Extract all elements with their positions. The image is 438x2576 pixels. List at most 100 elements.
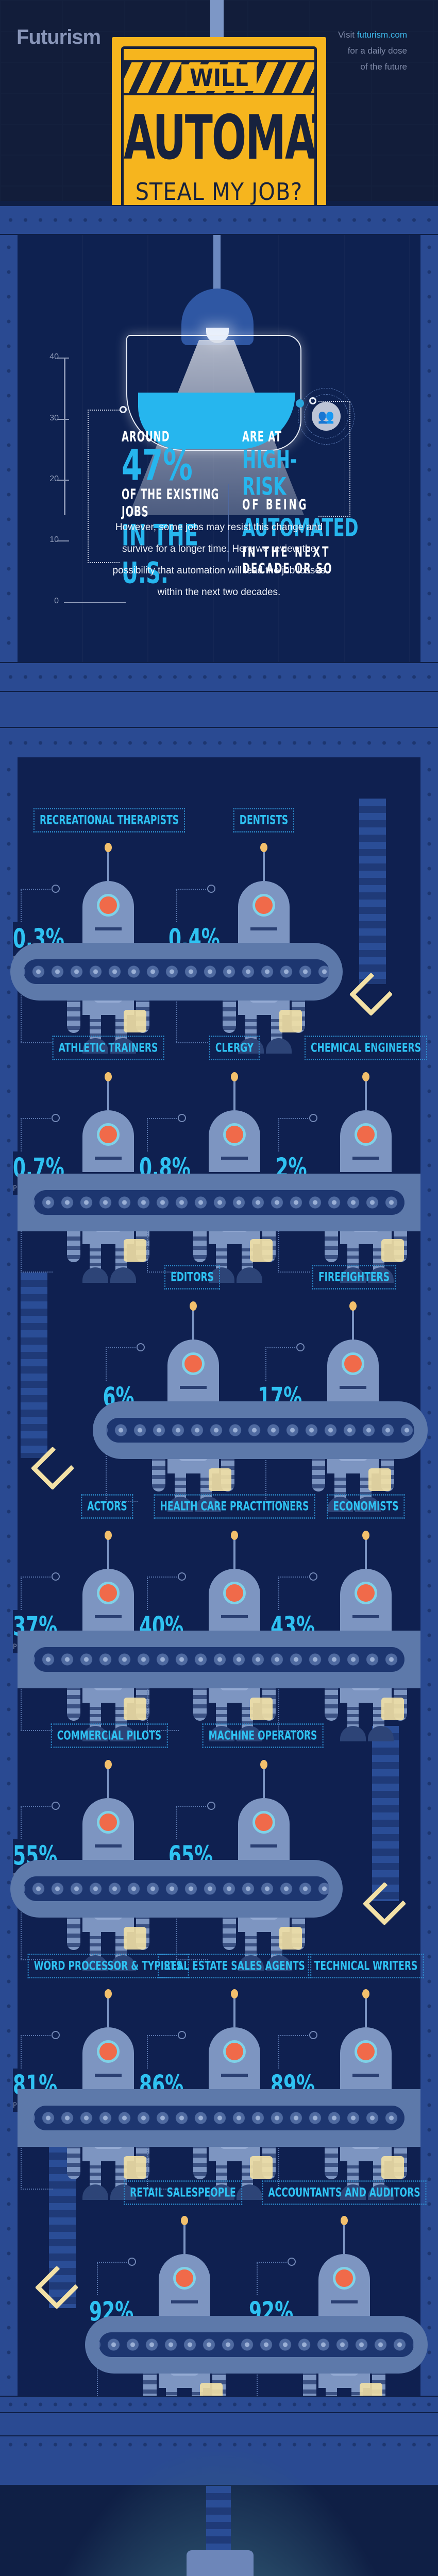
marker-ring — [52, 1802, 60, 1810]
conveyor-belt — [85, 2316, 428, 2374]
steel-column-left — [0, 757, 18, 2398]
axis-label: 30 — [49, 414, 59, 422]
pilot-cap-icon — [124, 1927, 146, 1950]
stat-decade: DECADE OR SO — [242, 560, 333, 577]
gear-icon — [279, 1927, 302, 1950]
marker-ring — [137, 1343, 145, 1351]
job-title: MACHINE OPERATORS — [202, 1723, 324, 1748]
chart-axis — [64, 358, 65, 515]
us-map-outline — [126, 335, 301, 451]
marker-ring — [309, 397, 316, 404]
nozzle-pipe — [206, 2486, 231, 2553]
marker-ring — [296, 1343, 305, 1351]
spray-nozzle-icon — [187, 2550, 254, 2576]
robot-eye — [333, 2267, 356, 2290]
axis-label: 0 — [54, 597, 59, 605]
robot-eye — [355, 1123, 377, 1146]
conveyor-belt — [18, 1174, 420, 1231]
job-title: COMMERCIAL PILOTS — [50, 1723, 168, 1748]
robot-eye — [97, 2040, 120, 2063]
axis-tick — [57, 480, 69, 481]
soccer-ball-icon — [124, 1239, 146, 1262]
stat-pre: ARE AT — [242, 428, 282, 445]
tv-play-icon — [124, 1010, 146, 1032]
cross-necklace-icon — [250, 1239, 273, 1262]
job-title: ACTORS — [81, 1494, 133, 1519]
job-title: FIREFIGHTERS — [312, 1265, 396, 1290]
title-sign-frame: WILL AUTOMATION STEAL MY JOB? — [121, 46, 317, 228]
title-sign: WILL AUTOMATION STEAL MY JOB? — [112, 37, 326, 237]
dental-mirror-icon — [279, 1010, 302, 1032]
axis-tick — [57, 540, 69, 541]
lamp-cord — [213, 235, 221, 292]
job-title: REAL ESTATE SALES AGENTS — [158, 1954, 311, 1978]
stat-desc: OF THE EXISTING JOBS — [122, 485, 220, 520]
steel-column-right — [420, 757, 438, 2398]
conveyor-belt — [10, 1860, 343, 1918]
marker-ring — [309, 1114, 317, 1122]
marker-ring — [178, 2031, 186, 2039]
futurism-link[interactable]: futurism.com — [357, 30, 407, 40]
visit-prefix: Visit — [338, 30, 355, 40]
marker-ring — [288, 2258, 296, 2266]
stat-next: IN THE NEXT — [242, 543, 331, 561]
robot-eye — [223, 1582, 246, 1604]
stat-automated-text: AUTOMATED — [242, 514, 359, 542]
printer-icon — [124, 2156, 146, 2179]
futurism-logo[interactable]: Futurism — [16, 26, 101, 48]
chart-board-icon — [381, 1698, 404, 1720]
axis-label: 20 — [49, 474, 59, 483]
robot-eye — [97, 1582, 120, 1604]
job-title: EDITORS — [164, 1265, 220, 1290]
nurse-cap-icon — [250, 1698, 273, 1720]
job-title: TECHNICAL WRITERS — [308, 1954, 424, 1978]
marker-ring — [309, 2031, 317, 2039]
crane-pipe — [372, 1726, 399, 1901]
stat-divider — [228, 484, 229, 562]
job-title: CHEMICAL ENGINEERS — [304, 1036, 428, 1060]
conveyor-belt — [93, 1401, 428, 1459]
marker-ring — [178, 1572, 186, 1581]
marker-ring — [120, 406, 127, 413]
us-map-47-fill — [138, 393, 295, 449]
robot-eye — [355, 2040, 377, 2063]
marker-ring — [52, 1572, 60, 1581]
newspaper-icon — [209, 1468, 231, 1491]
marker-ring — [52, 2031, 60, 2039]
orbit-dot — [296, 399, 304, 408]
visit-line-3: of the future — [360, 62, 407, 72]
visit-note: Visit futurism.com for a daily dose of t… — [338, 27, 407, 75]
job-title: ACCOUNTANTS AND AUDITORS — [262, 2180, 427, 2205]
flask-icon — [381, 1239, 404, 1262]
marker-ring — [309, 1572, 317, 1581]
marker-ring — [128, 2258, 136, 2266]
marker-ring — [52, 885, 60, 893]
house-icon — [250, 2156, 273, 2179]
stat-pre: AROUND — [122, 428, 170, 445]
job-title: DENTISTS — [233, 808, 295, 833]
pencil-icon — [381, 2156, 404, 2179]
fire-extinguisher-icon — [368, 1468, 391, 1491]
crane-pipe — [359, 799, 386, 984]
crane-pipe — [21, 1273, 47, 1458]
intro-paragraph: However, some jobs may resist this chang… — [112, 522, 326, 598]
connector-line-left — [88, 410, 120, 563]
axis-label: 40 — [49, 352, 59, 361]
robot-eye — [97, 1123, 120, 1146]
visit-line-2: for a daily dose — [347, 46, 407, 56]
steel-girder-top — [0, 205, 438, 235]
connector-line-right — [318, 401, 350, 517]
orbit-ring — [298, 388, 355, 445]
conveyor-belt — [18, 2089, 420, 2147]
robot-eye — [182, 1352, 205, 1375]
job-title: ATHLETIC TRAINERS — [52, 1036, 164, 1060]
title-steal-my-job: STEAL MY JOB? — [135, 178, 303, 206]
axis-label: 10 — [49, 535, 59, 544]
theater-mask-icon — [124, 1698, 146, 1720]
robot-eye — [252, 894, 275, 917]
job-title: HEALTH CARE PRACTITIONERS — [154, 1494, 315, 1519]
job-title: RETAIL SALESPEOPLE — [124, 2180, 242, 2205]
stat-high-risk: ARE AT HIGH-RISK OF BEING AUTOMATED IN T… — [242, 428, 359, 579]
conveyor-belt — [18, 1631, 420, 1688]
stat-desc-big: IN THE U.S. — [122, 518, 198, 590]
